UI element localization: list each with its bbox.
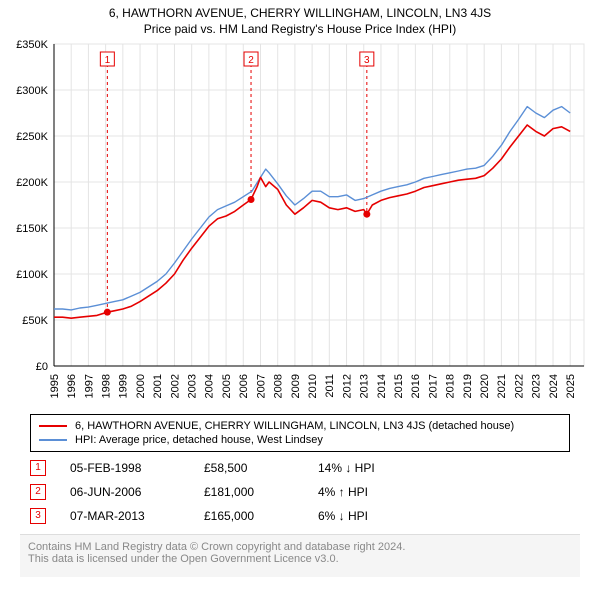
event-delta: 4% ↑ HPI	[318, 485, 438, 499]
svg-text:£350K: £350K	[16, 39, 48, 51]
footer-line2: This data is licensed under the Open Gov…	[28, 553, 572, 565]
svg-text:2010: 2010	[307, 374, 319, 398]
chart-container: 6, HAWTHORN AVENUE, CHERRY WILLINGHAM, L…	[0, 0, 600, 577]
svg-text:2008: 2008	[273, 374, 285, 398]
svg-text:£300K: £300K	[16, 85, 48, 97]
svg-text:2011: 2011	[324, 374, 336, 398]
svg-text:£0: £0	[36, 361, 48, 373]
svg-text:2001: 2001	[152, 374, 164, 398]
svg-text:2019: 2019	[462, 374, 474, 398]
footer-attribution: Contains HM Land Registry data © Crown c…	[20, 534, 580, 577]
svg-text:2007: 2007	[255, 374, 267, 398]
title-address: 6, HAWTHORN AVENUE, CHERRY WILLINGHAM, L…	[0, 6, 600, 20]
event-marker: 2	[30, 484, 46, 500]
svg-text:2009: 2009	[290, 374, 302, 398]
svg-text:1: 1	[105, 55, 111, 66]
event-marker: 3	[30, 508, 46, 524]
svg-text:£200K: £200K	[16, 177, 48, 189]
event-row: 2 06-JUN-2006 £181,000 4% ↑ HPI	[30, 480, 570, 504]
event-delta: 6% ↓ HPI	[318, 509, 438, 523]
event-delta: 14% ↓ HPI	[318, 461, 438, 475]
svg-text:2014: 2014	[376, 374, 388, 398]
legend-swatch	[39, 439, 67, 441]
svg-text:2003: 2003	[187, 374, 199, 398]
svg-text:3: 3	[364, 55, 370, 66]
chart-area: £0 £50K £100K £150K £200K £250K £300K £350K 1995…	[0, 38, 600, 408]
svg-text:2005: 2005	[221, 374, 233, 398]
svg-text:2021: 2021	[496, 374, 508, 398]
footer-line1: Contains HM Land Registry data © Crown c…	[28, 541, 572, 553]
event-marker: 1	[30, 460, 46, 476]
svg-text:1996: 1996	[66, 374, 78, 398]
svg-text:1998: 1998	[100, 374, 112, 398]
svg-text:2000: 2000	[135, 374, 147, 398]
svg-text:1999: 1999	[118, 374, 130, 398]
svg-text:2006: 2006	[238, 374, 250, 398]
event-price: £165,000	[204, 509, 294, 523]
svg-text:£100K: £100K	[16, 269, 48, 281]
svg-text:£250K: £250K	[16, 131, 48, 143]
event-date: 07-MAR-2013	[70, 509, 180, 523]
titles: 6, HAWTHORN AVENUE, CHERRY WILLINGHAM, L…	[0, 0, 600, 38]
svg-text:2020: 2020	[479, 374, 491, 398]
chart-svg: £0 £50K £100K £150K £200K £250K £300K £350K 1995…	[0, 38, 600, 408]
svg-text:2002: 2002	[169, 374, 181, 398]
svg-text:2004: 2004	[204, 374, 216, 398]
event-date: 06-JUN-2006	[70, 485, 180, 499]
svg-text:2: 2	[248, 55, 254, 66]
svg-text:2023: 2023	[531, 374, 543, 398]
legend-label: HPI: Average price, detached house, West…	[75, 434, 323, 446]
legend-swatch	[39, 425, 67, 427]
svg-text:2017: 2017	[427, 374, 439, 398]
event-date: 05-FEB-1998	[70, 461, 180, 475]
svg-text:2018: 2018	[445, 374, 457, 398]
svg-text:2015: 2015	[393, 374, 405, 398]
svg-text:£50K: £50K	[22, 315, 48, 327]
svg-text:2022: 2022	[513, 374, 525, 398]
legend: 6, HAWTHORN AVENUE, CHERRY WILLINGHAM, L…	[30, 414, 570, 452]
svg-text:1997: 1997	[83, 374, 95, 398]
title-subtitle: Price paid vs. HM Land Registry's House …	[0, 22, 600, 36]
legend-item: HPI: Average price, detached house, West…	[39, 433, 561, 447]
svg-text:2025: 2025	[565, 374, 577, 398]
svg-text:1995: 1995	[49, 374, 61, 398]
svg-text:£150K: £150K	[16, 223, 48, 235]
event-price: £58,500	[204, 461, 294, 475]
legend-label: 6, HAWTHORN AVENUE, CHERRY WILLINGHAM, L…	[75, 420, 514, 432]
event-row: 3 07-MAR-2013 £165,000 6% ↓ HPI	[30, 504, 570, 528]
legend-item: 6, HAWTHORN AVENUE, CHERRY WILLINGHAM, L…	[39, 419, 561, 433]
svg-text:2013: 2013	[359, 374, 371, 398]
event-row: 1 05-FEB-1998 £58,500 14% ↓ HPI	[30, 456, 570, 480]
events-table: 1 05-FEB-1998 £58,500 14% ↓ HPI 2 06-JUN-2006…	[30, 456, 570, 528]
svg-text:2016: 2016	[410, 374, 422, 398]
svg-text:2024: 2024	[548, 374, 560, 398]
svg-text:2012: 2012	[341, 374, 353, 398]
event-price: £181,000	[204, 485, 294, 499]
